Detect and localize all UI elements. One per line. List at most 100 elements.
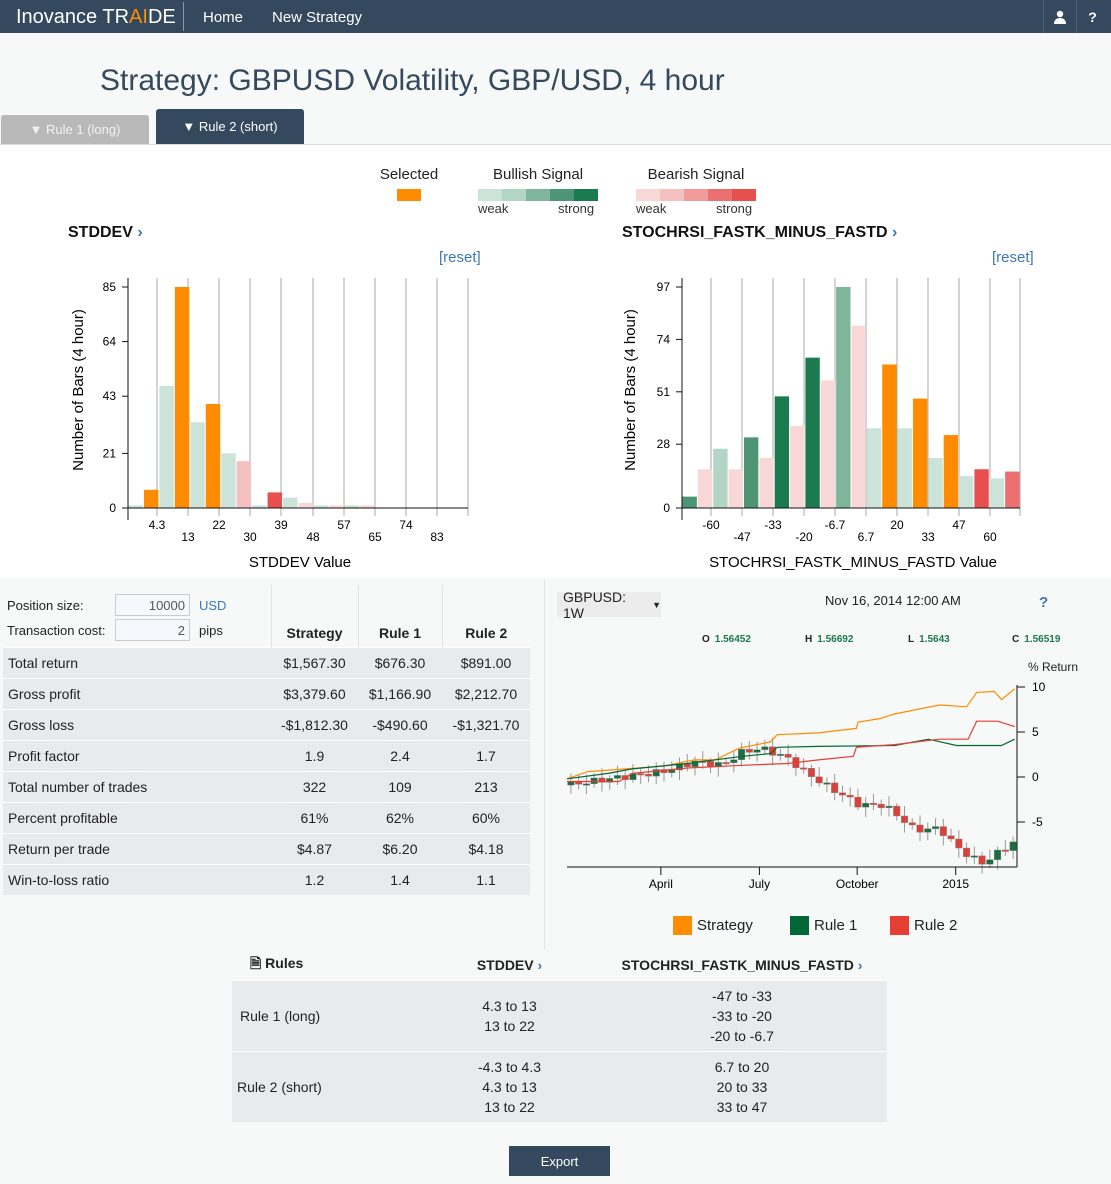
candle[interactable] [916,824,924,833]
histogram-bar[interactable] [298,502,313,508]
legend-item-rule-1[interactable]: Rule 1 [790,916,857,935]
stochrsi-histogram[interactable]: 0 28 51 74 97 -60 -47 -33 -20 -6.7 6.7 20 33 47 60 STOC… [615,270,1045,580]
candle[interactable] [823,782,831,785]
candle[interactable] [978,855,986,865]
histogram-bar[interactable] [283,497,298,508]
candle[interactable] [761,746,769,750]
candle[interactable] [668,769,676,773]
candle[interactable] [932,826,940,829]
candle[interactable] [869,802,877,805]
rules-stddev-header[interactable]: STDDEV › [422,950,597,980]
candle[interactable] [606,778,614,783]
histogram-bar[interactable] [790,425,805,508]
histogram-bar[interactable] [836,287,851,508]
reset-stochrsi-link[interactable]: [reset] [992,249,1034,266]
histogram-bar[interactable] [329,505,344,508]
candle[interactable] [1001,849,1009,852]
legend-item-rule-2[interactable]: Rule 2 [890,916,957,935]
histogram-bar[interactable] [682,496,697,508]
histogram-bar[interactable] [205,404,221,508]
user-icon[interactable] [1043,0,1075,33]
stddev-histogram[interactable]: 0 21 43 64 85 4.3 13 22 30 39 48 57 65 74 83 STDDEV Val… [60,270,490,580]
candle[interactable] [582,783,590,786]
histogram-bar[interactable] [759,457,774,508]
histogram-bar[interactable] [236,461,252,508]
candle[interactable] [730,759,738,763]
candle[interactable] [753,749,761,753]
histogram-bar[interactable] [252,505,267,508]
histogram-bar[interactable] [713,448,728,508]
candle[interactable] [807,768,815,777]
tab-rule-2[interactable]: ▼ Rule 2 (short) [156,109,304,144]
candle[interactable] [691,760,699,767]
export-button[interactable]: Export [509,1146,610,1176]
feature-stochrsi-link[interactable]: STOCHRSI_FASTK_MINUS_FASTD › [622,224,897,242]
candle[interactable] [893,805,901,817]
candle[interactable] [885,805,893,808]
candle[interactable] [963,847,971,857]
candle[interactable] [598,777,606,783]
help-icon[interactable]: ? [1076,0,1108,33]
candle[interactable] [908,822,916,826]
price-return-chart[interactable]: 10 5 0 -5 April July October 2015 [550,650,1095,895]
candle[interactable] [784,753,792,758]
candle[interactable] [1009,841,1017,851]
histogram-bar[interactable] [912,398,928,508]
nav-home-link[interactable]: Home [203,9,244,26]
candle[interactable] [846,794,854,798]
histogram-bar[interactable] [1005,471,1020,508]
candle[interactable] [613,775,621,779]
candle[interactable] [939,826,947,836]
candle[interactable] [862,802,870,808]
candle[interactable] [652,769,660,777]
histogram-bar[interactable] [159,385,174,508]
histogram-bar[interactable] [805,357,820,508]
histogram-bar[interactable] [851,325,866,508]
histogram-bar[interactable] [143,489,159,508]
candle[interactable] [707,760,715,768]
nav-new-strategy-link[interactable]: New Strategy [272,9,363,26]
histogram-bar[interactable] [190,422,205,508]
candle[interactable] [838,792,846,796]
histogram-bar[interactable] [221,453,236,508]
candle[interactable] [637,773,645,776]
candle[interactable] [815,776,823,784]
candle[interactable] [901,815,909,823]
histogram-bar[interactable] [928,457,943,508]
reset-stddev-link[interactable]: [reset] [439,249,481,266]
histogram-bar[interactable] [989,478,1005,508]
position-size-input[interactable] [115,594,190,616]
candle[interactable] [947,835,955,840]
candle[interactable] [854,796,862,808]
histogram-bar[interactable] [866,428,882,508]
histogram-bar[interactable] [743,437,759,508]
histogram-bar[interactable] [728,469,743,508]
candle[interactable] [722,762,730,765]
candle[interactable] [567,781,575,786]
histogram-bar[interactable] [943,435,959,508]
histogram-bar[interactable] [267,492,283,508]
histogram-bar[interactable] [820,380,836,508]
tab-rule-1[interactable]: ▼ Rule 1 (long) [1,115,149,144]
rules-stochrsi-header[interactable]: STOCHRSI_FASTK_MINUS_FASTD › [597,950,887,980]
brand-logo[interactable]: Inovance TRAIDE [16,6,176,29]
transaction-cost-input[interactable] [115,619,190,641]
candle[interactable] [994,849,1002,860]
candle[interactable] [877,803,885,808]
histogram-bar[interactable] [974,469,989,508]
candle[interactable] [924,828,932,833]
histogram-bar[interactable] [774,396,790,508]
help-icon[interactable]: ? [1039,594,1049,611]
candle[interactable] [986,859,994,865]
candle[interactable] [738,748,746,761]
legend-item-strategy[interactable]: Strategy [673,916,753,935]
candle[interactable] [644,773,652,777]
histogram-bar[interactable] [128,505,143,508]
candle[interactable] [800,767,808,770]
histogram-bar[interactable] [174,287,190,508]
histogram-bar[interactable] [897,428,912,508]
candle[interactable] [831,782,839,793]
currency-unit[interactable]: USD [199,598,227,613]
candle[interactable] [776,753,784,756]
histogram-bar[interactable] [313,505,329,508]
